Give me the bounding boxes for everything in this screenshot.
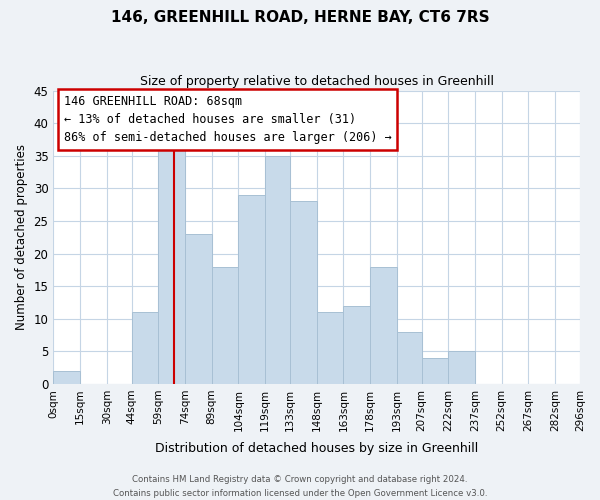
Bar — [422, 358, 448, 384]
Bar — [448, 352, 475, 384]
Y-axis label: Number of detached properties: Number of detached properties — [15, 144, 28, 330]
Title: Size of property relative to detached houses in Greenhill: Size of property relative to detached ho… — [140, 75, 494, 88]
Text: Contains HM Land Registry data © Crown copyright and database right 2024.
Contai: Contains HM Land Registry data © Crown c… — [113, 476, 487, 498]
Text: 146 GREENHILL ROAD: 68sqm
← 13% of detached houses are smaller (31)
86% of semi-: 146 GREENHILL ROAD: 68sqm ← 13% of detac… — [64, 95, 392, 144]
Bar — [290, 202, 317, 384]
Bar — [343, 306, 370, 384]
Text: 146, GREENHILL ROAD, HERNE BAY, CT6 7RS: 146, GREENHILL ROAD, HERNE BAY, CT6 7RS — [110, 10, 490, 25]
Bar — [265, 156, 290, 384]
Bar — [238, 195, 265, 384]
Bar — [185, 234, 212, 384]
Bar — [397, 332, 422, 384]
Bar — [212, 266, 238, 384]
Bar — [158, 149, 185, 384]
Bar — [370, 266, 397, 384]
X-axis label: Distribution of detached houses by size in Greenhill: Distribution of detached houses by size … — [155, 442, 478, 455]
Bar — [131, 312, 158, 384]
Bar — [53, 371, 80, 384]
Bar — [317, 312, 343, 384]
